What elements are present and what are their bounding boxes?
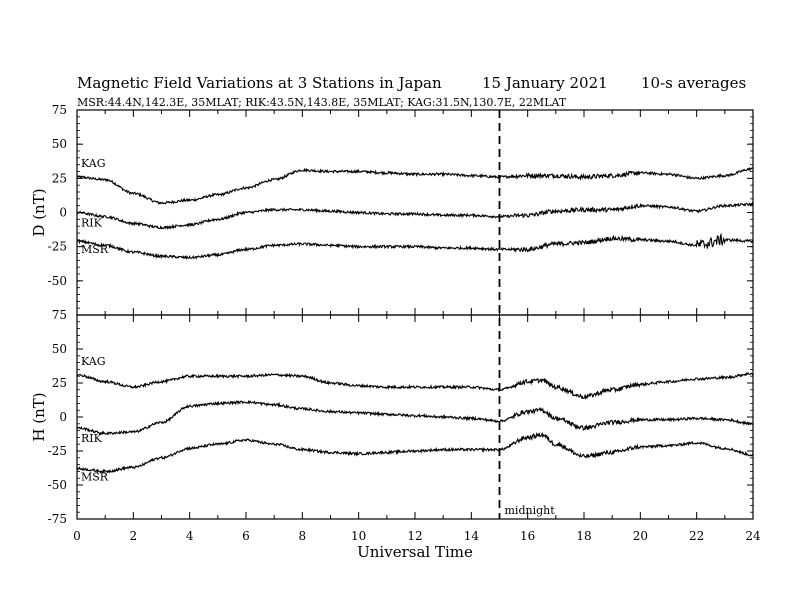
chart-title: Magnetic Field Variations at 3 Stations … <box>77 74 442 92</box>
series-line-rik <box>76 201 754 231</box>
series-line-kag <box>76 371 754 401</box>
y-tick-label: 50 <box>52 137 67 151</box>
series-label-msr: MSR <box>81 471 109 484</box>
x-tick-label: 14 <box>464 529 480 543</box>
y-axis-label: H (nT) <box>30 392 48 441</box>
y-tick-label: 0 <box>59 206 67 220</box>
series-label-msr: MSR <box>81 243 109 256</box>
y-tick-label: 75 <box>52 308 67 322</box>
y-tick-label: 25 <box>52 376 67 390</box>
midnight-label: midnight <box>505 504 556 517</box>
chart-subtitle: MSR:44.4N,142.3E, 35MLAT; RIK:43.5N,143.… <box>77 96 567 109</box>
series-line-msr <box>76 432 754 475</box>
x-tick-label: 6 <box>242 529 250 543</box>
y-tick-label: 0 <box>59 410 67 424</box>
series-line-rik <box>76 399 754 436</box>
chart-averaging: 10-s averages <box>641 74 746 92</box>
x-tick-label: 2 <box>130 529 138 543</box>
x-tick-label: 0 <box>73 529 81 543</box>
x-axis-label: Universal Time <box>357 543 473 561</box>
x-tick-label: 16 <box>520 529 535 543</box>
x-tick-label: 4 <box>186 529 194 543</box>
y-axis-label: D (nT) <box>30 188 48 236</box>
x-tick-label: 24 <box>745 529 761 543</box>
x-tick-label: 12 <box>407 529 422 543</box>
series-label-rik: RIK <box>81 217 103 230</box>
x-tick-label: 10 <box>351 529 366 543</box>
x-tick-label: 20 <box>633 529 648 543</box>
series-line-kag <box>76 167 754 205</box>
x-tick-label: 18 <box>576 529 591 543</box>
y-tick-label: -75 <box>48 512 67 526</box>
x-tick-label: 8 <box>299 529 307 543</box>
y-tick-label: 75 <box>52 103 67 117</box>
y-tick-label: 50 <box>52 342 67 356</box>
y-tick-label: 25 <box>52 171 67 185</box>
y-tick-label: -50 <box>48 478 67 492</box>
series-label-kag: KAG <box>81 157 106 170</box>
chart-date: 15 January 2021 <box>482 74 608 92</box>
y-tick-label: -25 <box>48 444 67 458</box>
series-line-msr <box>76 232 753 260</box>
series-label-kag: KAG <box>81 355 106 368</box>
y-tick-label: -25 <box>48 240 67 254</box>
x-tick-label: 22 <box>689 529 704 543</box>
y-tick-label: -50 <box>48 274 67 288</box>
series-label-rik: RIK <box>81 432 103 445</box>
plot-area: 75 50 25 0 -25 -50 D (nT) KAG RIK MSR 75 50 25 0 -25 -5… <box>30 103 761 543</box>
